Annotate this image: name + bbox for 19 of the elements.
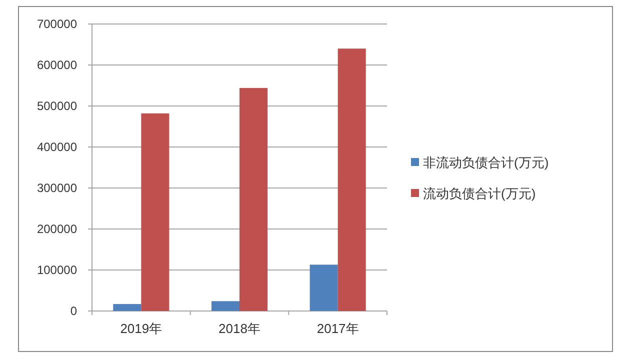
y-tick-label: 500000 <box>36 99 78 113</box>
y-tick-label: 0 <box>70 304 78 318</box>
y-tick-label: 600000 <box>36 58 78 72</box>
legend-label: 非流动负债合计(万元) <box>423 155 549 170</box>
y-tick-label: 300000 <box>36 181 78 195</box>
y-tick-label: 700000 <box>36 17 78 31</box>
y-tick-label: 400000 <box>36 140 78 154</box>
bar <box>240 88 268 311</box>
x-tick-label: 2018年 <box>218 321 260 336</box>
bar <box>338 48 366 311</box>
legend-label: 流动负债合计(万元) <box>423 186 536 201</box>
bar <box>310 264 338 311</box>
x-tick-label: 2019年 <box>120 321 162 336</box>
y-tick-label: 100000 <box>36 263 78 277</box>
y-tick-label: 200000 <box>36 222 78 236</box>
bar <box>211 301 240 311</box>
bar <box>141 113 170 311</box>
bar <box>113 304 142 311</box>
x-tick-label: 2017年 <box>316 321 359 336</box>
